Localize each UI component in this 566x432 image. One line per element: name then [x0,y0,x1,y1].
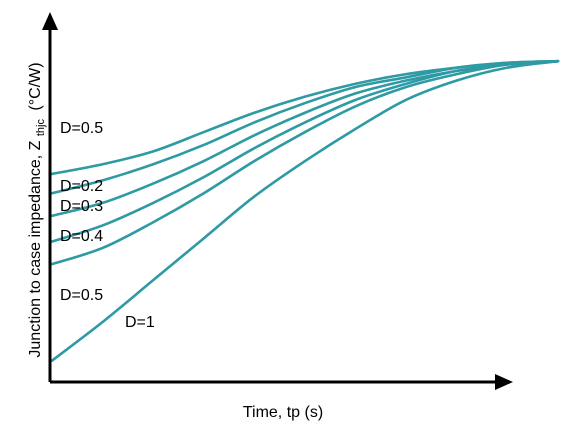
y-axis-arrow [42,12,58,30]
y-axis-label-suffix: (°C/W) [27,62,44,110]
y-axis-label-prefix: Junction to case impedance, Z [27,140,44,357]
series-line-2 [50,59,560,218]
series-line-5 [50,59,560,362]
series-label-2: D=0.3 [60,198,103,215]
series-label-5: D=1 [125,314,155,331]
series-label-4: D=0.5 [60,287,103,304]
y-axis-label: Junction to case impedance, Z thjc (°C/W… [27,62,48,357]
labels-layer: D=0.5 D=0.2 D=0.3 D=0.4 D=0.5 D=1 [60,120,155,331]
series-label-3: D=0.4 [60,228,103,245]
series-line-1 [50,59,560,195]
series-line-3 [50,59,560,243]
series-label-1: D=0.2 [60,178,103,195]
series-line-0 [50,59,560,176]
x-axis-arrow [495,374,513,390]
x-axis-label: Time, tp (s) [243,404,323,421]
y-axis-label-subscript: thjc [35,119,47,137]
curves-layer [50,59,560,362]
series-label-0: D=0.5 [60,120,103,137]
series-line-4 [50,59,560,266]
